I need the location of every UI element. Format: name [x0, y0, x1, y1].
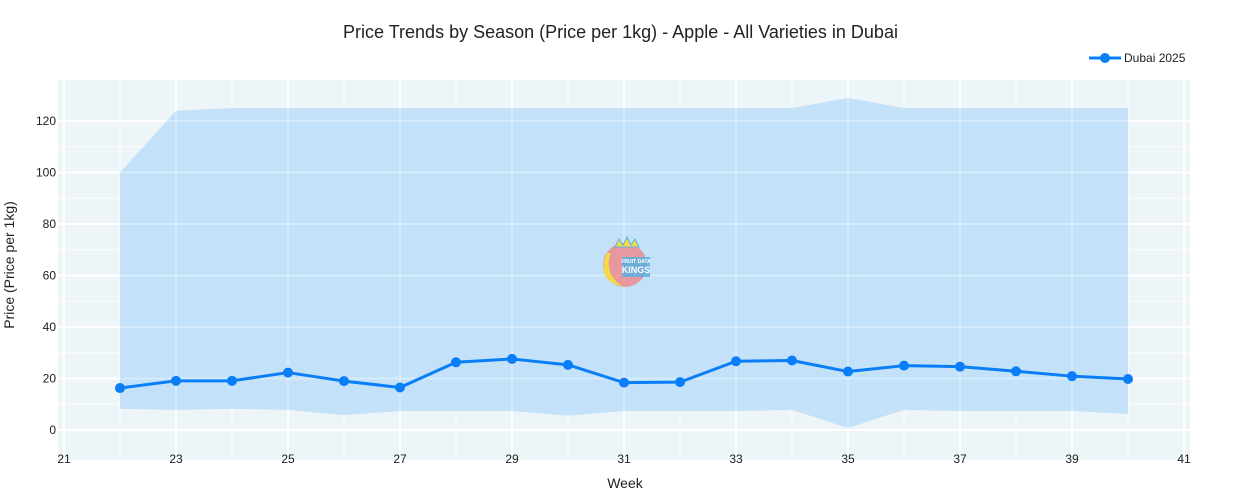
x-tick-label: 41: [1177, 452, 1191, 466]
x-tick-label: 31: [617, 452, 631, 466]
data-point: [955, 361, 965, 372]
data-point: [1123, 374, 1133, 385]
data-point: [731, 356, 741, 367]
y-tick-label: 120: [36, 114, 56, 128]
y-tick-label: 60: [43, 269, 57, 283]
data-point: [395, 382, 405, 393]
data-point: [1011, 366, 1021, 377]
data-point: [1067, 371, 1077, 382]
data-point: [115, 383, 125, 394]
logo-text: KINGS: [622, 265, 651, 275]
logo-text: FRUIT DATA: [621, 259, 651, 265]
x-tick-label: 37: [953, 452, 967, 466]
legend-line-marker-icon: [1089, 53, 1121, 63]
y-axis-label: Price (Price per 1kg): [1, 201, 17, 329]
data-point: [451, 357, 461, 368]
data-point: [675, 377, 685, 388]
x-tick-label: 21: [57, 452, 71, 466]
data-point: [619, 377, 629, 388]
data-point: [899, 360, 909, 371]
data-point: [507, 353, 517, 364]
data-point: [787, 355, 797, 366]
y-tick-label: 80: [43, 217, 57, 231]
x-tick-label: 35: [841, 452, 855, 466]
x-tick-label: 25: [281, 452, 295, 466]
data-point: [171, 375, 181, 386]
x-tick-label: 39: [1065, 452, 1079, 466]
data-point: [283, 367, 293, 378]
data-point: [843, 366, 853, 377]
legend-item-dubai-2025[interactable]: Dubai 2025: [1088, 51, 1185, 65]
x-tick-label: 29: [505, 452, 519, 466]
y-tick-label: 100: [36, 166, 56, 180]
logo-text-box: [622, 257, 650, 277]
logo-banana-icon: [603, 253, 623, 287]
x-tick-label: 23: [169, 452, 183, 466]
x-tick-label: 27: [393, 452, 407, 466]
data-point: [227, 375, 237, 386]
y-tick-label: 40: [43, 320, 57, 334]
chart-title: Price Trends by Season (Price per 1kg) -…: [343, 22, 898, 42]
y-tick-label: 0: [49, 423, 56, 437]
legend-label: Dubai 2025: [1124, 51, 1186, 65]
x-axis-label: Week: [607, 475, 644, 491]
logo-crown-icon: [614, 235, 640, 248]
x-tick-label: 33: [729, 452, 743, 466]
data-point: [339, 376, 349, 387]
y-tick-label: 20: [43, 372, 57, 386]
data-point: [563, 359, 573, 370]
